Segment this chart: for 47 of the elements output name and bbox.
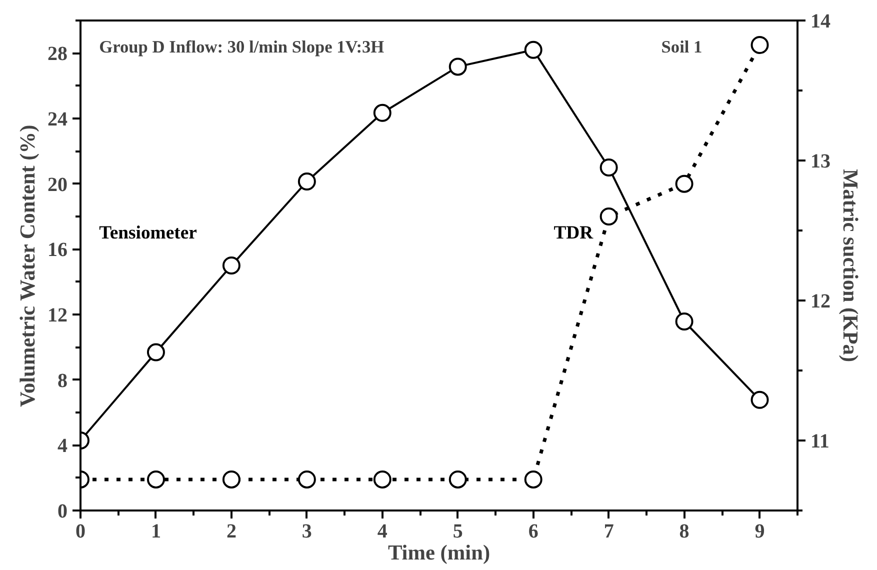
point bbox=[298, 470, 316, 488]
y2-tick-label: 14 bbox=[810, 10, 830, 32]
y-tick-label: 0 bbox=[58, 500, 68, 522]
y-tick-label: 20 bbox=[48, 174, 68, 196]
point bbox=[524, 40, 542, 59]
y-axis-title: Volumetric Water Content (%) bbox=[16, 124, 40, 407]
x-axis-title: Time (min) bbox=[388, 540, 490, 564]
x-tick-label: 2 bbox=[226, 520, 236, 542]
point bbox=[750, 36, 769, 54]
x-tick-label: 0 bbox=[76, 520, 86, 542]
point bbox=[146, 470, 165, 488]
point bbox=[448, 470, 467, 488]
point bbox=[222, 256, 240, 274]
point bbox=[524, 470, 542, 488]
x-tick-label: 5 bbox=[452, 520, 463, 542]
point bbox=[146, 343, 165, 362]
series-label: TDR bbox=[554, 222, 594, 244]
point bbox=[750, 390, 769, 409]
y-tick-label: 8 bbox=[58, 370, 68, 392]
y2-tick-label: 12 bbox=[810, 290, 830, 312]
annotation: Group D Inflow: 30 l/min Slope 1V:3H bbox=[99, 38, 385, 57]
x-tick-label: 7 bbox=[604, 520, 614, 542]
point bbox=[373, 470, 392, 488]
y2-tick-label: 11 bbox=[810, 430, 830, 452]
series-label: Tensiometer bbox=[99, 222, 197, 244]
x-tick-label: 6 bbox=[528, 520, 538, 542]
y2-axis-title: Matric suction (KPa) bbox=[838, 168, 862, 362]
y-tick-label: 16 bbox=[48, 239, 68, 262]
y-tick-label: 12 bbox=[48, 304, 68, 326]
point bbox=[373, 104, 392, 122]
point bbox=[675, 174, 694, 193]
x-tick-label: 9 bbox=[754, 520, 765, 542]
y-tick-label: 24 bbox=[48, 108, 68, 130]
point bbox=[600, 158, 618, 176]
x-tick-label: 1 bbox=[150, 520, 161, 542]
y2-tick-label: 13 bbox=[810, 150, 830, 172]
point bbox=[448, 58, 467, 76]
y-tick-label: 4 bbox=[58, 435, 68, 458]
x-tick-label: 8 bbox=[679, 520, 690, 542]
x-tick-label: 3 bbox=[302, 520, 312, 542]
x-tick-label: 4 bbox=[377, 520, 388, 542]
point bbox=[675, 312, 694, 330]
point bbox=[600, 208, 618, 226]
annotation: Soil 1 bbox=[661, 38, 702, 57]
point bbox=[298, 172, 316, 190]
point bbox=[222, 470, 240, 488]
y-tick-label: 28 bbox=[48, 43, 68, 66]
